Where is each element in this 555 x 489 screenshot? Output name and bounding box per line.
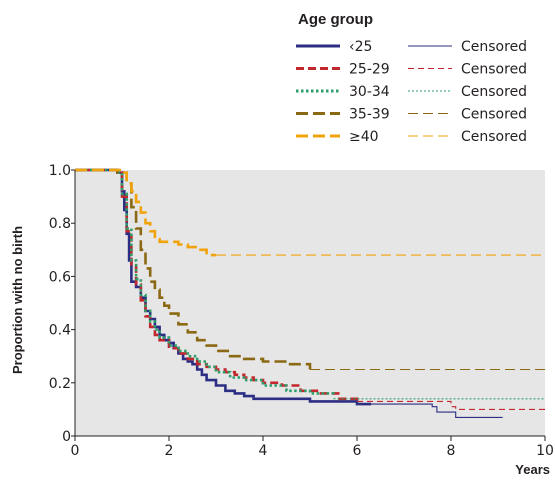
- x-tick-label: 8: [447, 443, 456, 459]
- legend-title: Age group: [298, 11, 373, 28]
- legend-label-35-39: 35-39: [349, 107, 390, 123]
- series-line-25-29: [75, 168, 359, 402]
- legend-label-25-29: 25-29: [349, 62, 390, 78]
- series-line-30-34: [75, 168, 335, 397]
- y-tick-label: 1.0: [49, 163, 71, 179]
- censored-line-25-29: [357, 400, 545, 410]
- legend-censored-label: Censored: [461, 62, 527, 78]
- x-tick-label: 4: [259, 443, 268, 459]
- legend-censored-label: Censored: [461, 129, 527, 145]
- x-tick-label: 0: [71, 443, 80, 459]
- series-line-ge40: [75, 168, 216, 257]
- censored-line-lt25: [371, 403, 503, 418]
- x-tick-label: 2: [165, 443, 174, 459]
- legend-label-lt25: ‹25: [349, 39, 372, 55]
- y-tick-label: 0.2: [49, 376, 71, 392]
- x-tick-label: 6: [353, 443, 362, 459]
- legend-censored-label: Censored: [461, 39, 527, 55]
- legend-label-30-34: 30-34: [349, 84, 390, 100]
- legend-item-lt25: ‹25 Censored: [296, 39, 527, 55]
- y-tick-label: 0.6: [49, 269, 71, 285]
- legend-item-ge40: ≥40 Censored: [296, 129, 527, 145]
- y-tick-label: 0: [62, 429, 71, 445]
- legend: Age group ‹25 Censored 25-29 Censored 30-34 C…: [296, 11, 527, 145]
- legend-item-35-39: 35-39 Censored: [296, 107, 527, 123]
- legend-item-30-34: 30-34 Censored: [296, 84, 527, 100]
- legend-label-ge40: ≥40: [349, 129, 379, 145]
- y-axis-title: Proportion with no birth: [10, 226, 25, 374]
- x-tick-label: 10: [536, 443, 554, 459]
- y-axis-ticks: 0 0.2 0.4 0.6 0.8 1.0: [49, 163, 75, 445]
- y-tick-label: 0.4: [49, 323, 71, 339]
- legend-item-25-29: 25-29 Censored: [296, 62, 527, 78]
- series-line-35-39: [75, 168, 312, 370]
- legend-censored-label: Censored: [461, 84, 527, 100]
- x-axis-title: Years: [515, 462, 550, 477]
- axes: [74, 170, 545, 437]
- survival-curves: [75, 168, 545, 418]
- x-axis-ticks: 0 2 4 6 8 10: [71, 436, 554, 459]
- y-tick-label: 0.8: [49, 216, 71, 232]
- legend-censored-label: Censored: [461, 107, 527, 123]
